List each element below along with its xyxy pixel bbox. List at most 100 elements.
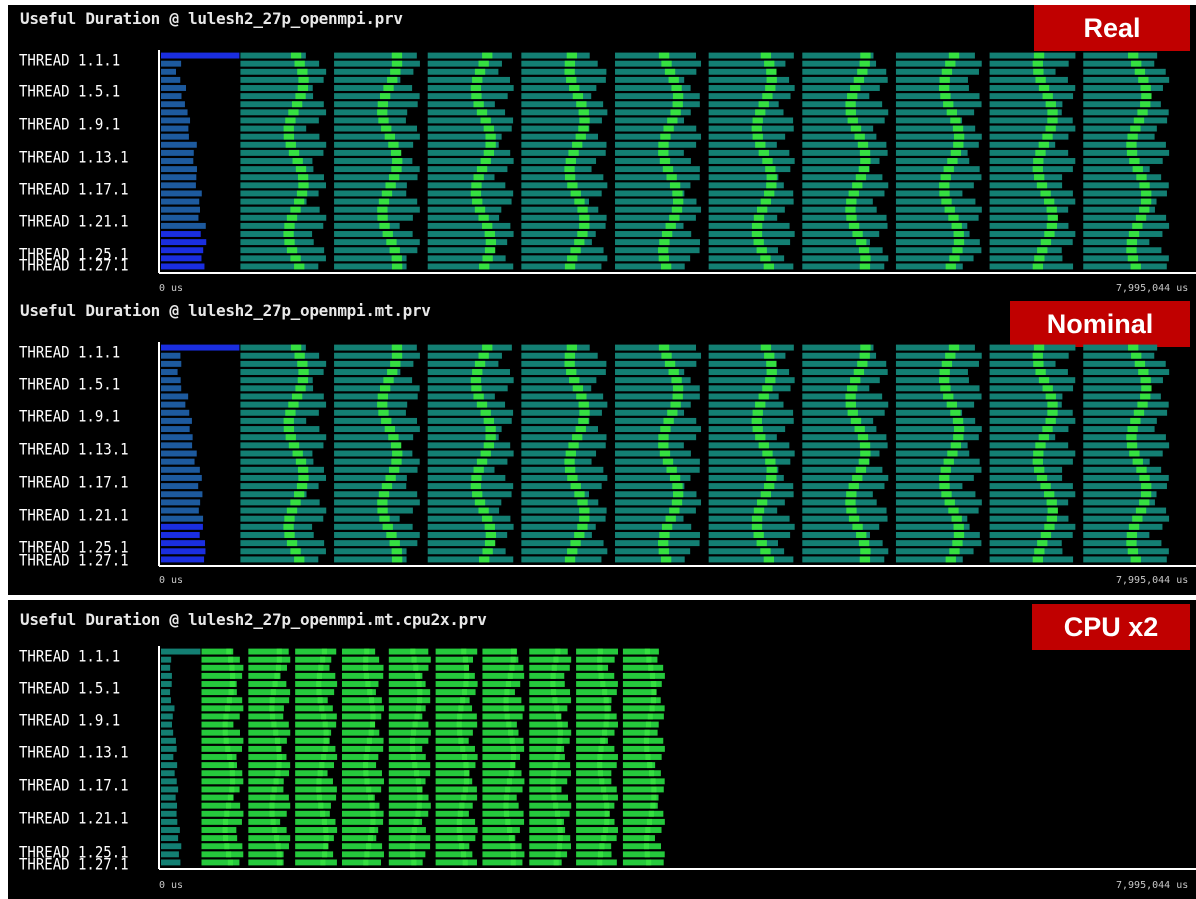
iteration-boundary-mark [648, 664, 654, 671]
iteration-boundary-mark [846, 491, 857, 498]
iteration-boundary-mark [387, 369, 398, 375]
iteration-bar [334, 532, 420, 538]
iteration-boundary-mark [943, 393, 954, 400]
initial-phase-bar [161, 664, 171, 671]
iteration-bar [201, 851, 244, 858]
iteration-bar [295, 648, 337, 655]
iteration-boundary-mark [366, 843, 372, 850]
iteration-bar [895, 60, 982, 67]
iteration-bar [427, 133, 502, 140]
iteration-bar [708, 466, 779, 473]
iteration-bar [615, 385, 700, 392]
initial-phase-bar [161, 417, 192, 424]
iteration-bar [521, 474, 608, 481]
iteration-bar [989, 434, 1056, 441]
iteration-boundary-mark [601, 835, 607, 842]
iteration-boundary-mark [1047, 507, 1058, 514]
iteration-boundary-mark [1139, 474, 1150, 481]
iteration-bar [334, 255, 407, 262]
badge-cpu2x: CPU x2 [1032, 604, 1190, 650]
iteration-bar [708, 385, 791, 392]
iteration-bar [521, 393, 604, 400]
iteration-bar [708, 231, 795, 237]
initial-phase-bar [161, 344, 240, 351]
iteration-boundary-mark [753, 532, 764, 538]
iteration-bar [615, 409, 685, 416]
iteration-boundary-mark [574, 198, 585, 205]
iteration-boundary-mark [1038, 377, 1050, 384]
iteration-boundary-mark [651, 689, 657, 696]
iteration-boundary-mark [852, 474, 863, 481]
iteration-boundary-mark [600, 737, 606, 744]
iteration-bar [521, 515, 606, 522]
iteration-boundary-mark [672, 483, 683, 490]
iteration-bar [802, 417, 874, 424]
iteration-bar [248, 851, 284, 858]
iteration-boundary-mark [284, 532, 295, 538]
iteration-boundary-mark [410, 835, 416, 842]
iteration-bar [708, 60, 786, 67]
iteration-boundary-mark [845, 499, 856, 506]
iteration-boundary-mark [321, 818, 327, 825]
iteration-bar [895, 247, 982, 254]
iteration-bar [895, 483, 963, 490]
iteration-boundary-mark [377, 507, 388, 514]
iteration-bar [1083, 409, 1168, 416]
iteration-bar [341, 786, 382, 793]
iteration-boundary-mark [473, 393, 484, 400]
iteration-bar [802, 385, 870, 392]
iteration-bar [622, 656, 658, 663]
iteration-boundary-mark [1128, 231, 1140, 237]
iteration-boundary-mark [765, 166, 776, 173]
iteration-bar [248, 745, 281, 752]
iteration-bar [334, 491, 418, 498]
iteration-boundary-mark [391, 52, 403, 59]
iteration-bar [240, 466, 324, 473]
iteration-boundary-mark [285, 409, 296, 416]
iteration-boundary-mark [222, 818, 229, 825]
iteration-bar [435, 648, 478, 655]
iteration-bar [334, 60, 420, 67]
iteration-boundary-mark [1126, 141, 1137, 148]
iteration-bar [240, 450, 313, 457]
iteration-boundary-mark [283, 125, 294, 132]
iteration-bar [989, 483, 1073, 490]
iteration-boundary-mark [554, 810, 561, 817]
iteration-bar [576, 664, 609, 671]
iteration-boundary-mark [229, 778, 236, 785]
iteration-bar [388, 827, 426, 833]
iteration-bar [576, 681, 618, 687]
iteration-bar [521, 401, 608, 408]
iteration-bar [388, 762, 431, 769]
iteration-bar [334, 247, 418, 254]
iteration-bar [989, 206, 1069, 213]
iteration-bar [341, 672, 384, 679]
iteration-boundary-mark [510, 851, 517, 858]
iteration-boundary-mark [1130, 417, 1141, 424]
iteration-bar [1083, 491, 1157, 498]
iteration-bar [521, 491, 590, 498]
iteration-boundary-mark [755, 141, 766, 148]
iteration-boundary-mark [758, 149, 769, 156]
iteration-boundary-mark [290, 206, 301, 213]
iteration-boundary-mark [859, 556, 871, 563]
iteration-bar [708, 198, 794, 205]
iteration-bar [802, 499, 877, 506]
iteration-boundary-mark [224, 705, 231, 712]
initial-phase-bar [161, 681, 172, 687]
iteration-boundary-mark [391, 166, 402, 173]
iteration-bar [334, 344, 417, 351]
iteration-boundary-mark [672, 93, 684, 100]
initial-phase-bar [161, 689, 171, 696]
iteration-bar [521, 360, 607, 367]
iteration-bar [1083, 149, 1170, 156]
iteration-bar [708, 166, 791, 173]
iteration-boundary-mark [318, 802, 324, 809]
iteration-boundary-mark [848, 222, 860, 229]
iteration-boundary-mark [383, 377, 394, 384]
iteration-boundary-mark [482, 344, 493, 351]
iteration-bar [295, 770, 328, 777]
iteration-boundary-mark [764, 60, 775, 67]
iteration-boundary-mark [377, 401, 388, 408]
iteration-boundary-mark [275, 770, 281, 777]
